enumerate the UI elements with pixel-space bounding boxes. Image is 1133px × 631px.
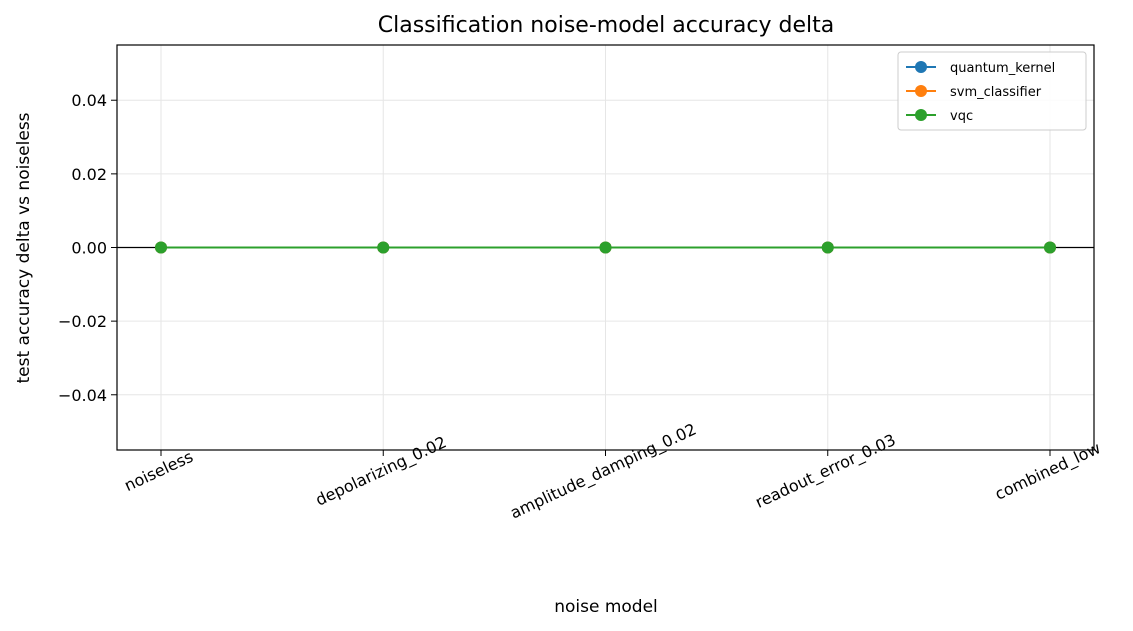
series-group [155, 241, 1056, 254]
chart-title: Classification noise-model accuracy delt… [378, 13, 834, 38]
y-tick-label: 0.04 [71, 91, 107, 110]
y-axis-label: test accuracy delta vs noiseless [14, 112, 34, 383]
y-axis-ticks: 0.04 0.02 0.00 −0.02 −0.04 [58, 91, 117, 405]
legend-label: vqc [950, 109, 973, 124]
legend-box [897, 51, 1087, 131]
y-tick-label: −0.02 [58, 312, 107, 331]
data-point [377, 241, 390, 254]
legend-marker [915, 61, 927, 73]
series-vqc [155, 241, 1056, 254]
x-tick-label: noiseless [121, 447, 196, 495]
legend-label: quantum_kernel [950, 61, 1055, 76]
x-tick-label: amplitude_damping_0.02 [507, 420, 699, 524]
x-axis-label: noise model [554, 597, 658, 617]
x-tick-label: readout_error_0.03 [752, 430, 899, 513]
x-axis-ticks: noiseless depolarizing_0.02 amplitude_damp… [121, 420, 1104, 524]
legend-label: svm_classifier [950, 85, 1042, 100]
legend-marker [915, 109, 927, 121]
data-point [155, 241, 167, 254]
y-tick-label: 0.02 [71, 165, 107, 184]
y-tick-label: −0.04 [58, 386, 107, 405]
legend-marker [915, 85, 927, 97]
data-point [1044, 241, 1056, 254]
legend-item: quantum_kernel [906, 61, 1055, 76]
data-point [599, 241, 612, 254]
legend-item: vqc [906, 109, 973, 124]
x-tick-label: combined_low [992, 438, 1104, 504]
legend-item: svm_classifier [906, 85, 1042, 100]
y-tick-label: 0.00 [71, 239, 107, 258]
x-tick-label: depolarizing_0.02 [313, 432, 450, 510]
data-point [821, 241, 834, 254]
